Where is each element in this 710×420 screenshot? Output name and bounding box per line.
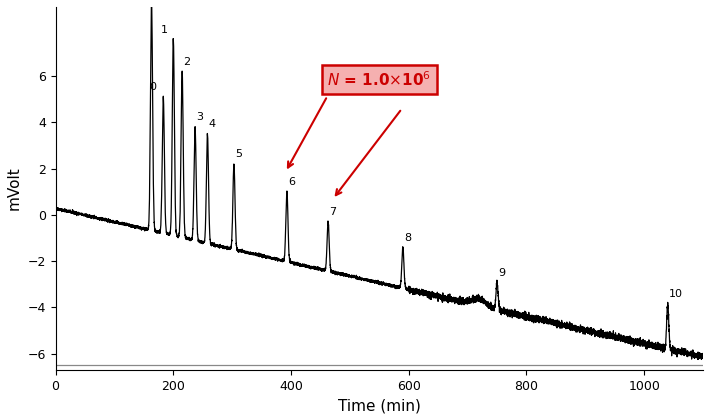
Text: 9: 9 (498, 268, 506, 278)
Text: 7: 7 (329, 207, 337, 217)
X-axis label: Time (min): Time (min) (338, 398, 421, 413)
Text: 4: 4 (209, 119, 216, 129)
Text: 5: 5 (235, 150, 242, 160)
Text: 2: 2 (183, 57, 190, 67)
Text: 3: 3 (196, 113, 203, 123)
Text: 8: 8 (404, 233, 411, 243)
Text: 6: 6 (288, 177, 295, 187)
Text: 10: 10 (669, 289, 683, 299)
Text: 1: 1 (160, 25, 168, 35)
Y-axis label: mVolt: mVolt (7, 166, 22, 210)
Text: $\mathit{N}$ = 1.0$\times$10$^{6}$: $\mathit{N}$ = 1.0$\times$10$^{6}$ (327, 70, 432, 89)
Text: 0: 0 (149, 82, 156, 92)
